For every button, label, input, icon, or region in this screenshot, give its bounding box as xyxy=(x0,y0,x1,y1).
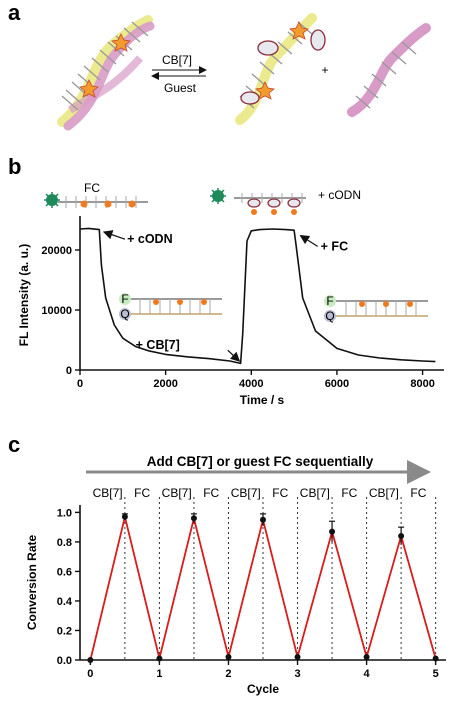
fluorescence-chart: 0 2000 4000 6000 8000 0 10000 20000 Time / s FL I… xyxy=(17,216,444,407)
y-tick-label: 0.0 xyxy=(57,655,72,667)
annotation-arrow-cb7 xyxy=(227,349,241,362)
fc-probe-icon xyxy=(44,192,148,208)
panel-label-c: c xyxy=(8,432,20,457)
cycle-step-label: CB[7] xyxy=(369,486,399,500)
cycle-step-label: CB[7] xyxy=(231,486,261,500)
x-tick-label: 6000 xyxy=(325,378,349,390)
cycle-step-label: FC xyxy=(134,486,150,500)
cycle-step-label: FC xyxy=(272,486,288,500)
annotation-arrow-codn xyxy=(102,230,126,240)
plus-sign: + xyxy=(321,63,328,77)
data-point xyxy=(294,654,301,661)
cycle-step-labels: CB[7] FC CB[7] FC CB[7] FC CB[7] FC CB[7] FC xyxy=(93,486,427,500)
conversion-chart: 0 1 2 3 4 5 0.0 0.2 0.4 0.6 0.8 1.0 Cycle Conversion … xyxy=(25,497,446,696)
codn-label: + cODN xyxy=(318,188,361,202)
f-label-1: F xyxy=(121,292,128,306)
fluorescence-trace xyxy=(79,227,436,365)
x-tick-label: 0 xyxy=(87,668,93,680)
y-tick-label: 0.4 xyxy=(57,596,73,608)
fc-codn-icon xyxy=(210,188,306,215)
cycle-step-label: FC xyxy=(410,486,426,500)
x-tick-label: 8000 xyxy=(410,378,434,390)
q-label-2: Q xyxy=(325,309,334,323)
x-axis-title: Cycle xyxy=(247,682,279,696)
cycle-step-label: CB[7] xyxy=(300,486,330,500)
duplex-fq-icon-2 xyxy=(324,295,428,322)
sequence-arrow-label: Add CB[7] or guest FC sequentially xyxy=(147,454,374,469)
data-point xyxy=(225,654,232,661)
y-tick-label: 0.8 xyxy=(57,537,72,549)
data-point xyxy=(363,654,370,661)
cycle-step-label: FC xyxy=(203,486,219,500)
data-point xyxy=(190,515,197,522)
data-point xyxy=(398,533,405,539)
x-tick-label: 3 xyxy=(294,668,300,680)
data-point xyxy=(329,528,336,535)
annotation-cb7: + CB[7] xyxy=(136,338,180,352)
x-axis-title: Time / s xyxy=(240,393,285,407)
y-tick-label: 0 xyxy=(66,365,72,377)
x-tick-label: 4000 xyxy=(239,378,263,390)
x-tick-label: 0 xyxy=(77,378,83,390)
duplex-fq-icon-1 xyxy=(119,293,222,320)
annotation-arrow-fc xyxy=(299,234,318,247)
data-point xyxy=(121,513,128,520)
y-axis-title: Conversion Rate xyxy=(25,534,39,630)
data-point xyxy=(156,655,163,662)
y-tick-label: 20000 xyxy=(41,245,72,257)
annotation-codn: + cODN xyxy=(127,232,173,246)
cycle-step-label: FC xyxy=(341,486,357,500)
x-tick-label: 5 xyxy=(433,668,439,680)
dna-strand-with-cb7 xyxy=(235,13,326,125)
x-tick-label: 2000 xyxy=(153,378,177,390)
panel-label-a: a xyxy=(8,0,21,25)
y-tick-label: 1.0 xyxy=(57,507,72,519)
panel-label-b: b xyxy=(8,154,21,179)
data-point xyxy=(432,655,439,662)
q-label-1: Q xyxy=(120,307,129,321)
annotation-fc: + FC xyxy=(321,239,348,253)
data-point xyxy=(87,657,94,663)
cycle-step-label: CB[7] xyxy=(93,486,123,500)
x-tick-label: 2 xyxy=(225,668,231,680)
data-point xyxy=(260,516,266,523)
y-tick-label: 0.6 xyxy=(57,566,72,578)
y-axis-title: FL Intensity (a. u.) xyxy=(17,244,31,346)
y-tick-label: 0.2 xyxy=(57,625,72,637)
scheme-top-label: CB[7] xyxy=(162,53,192,67)
dna-duplex-left xyxy=(57,15,155,131)
dna-complementary-strand xyxy=(347,23,431,117)
y-tick-label: 10000 xyxy=(41,305,72,317)
f-label-2: F xyxy=(326,294,333,308)
fc-label: FC xyxy=(84,181,100,195)
x-tick-label: 1 xyxy=(156,668,162,680)
x-tick-label: 4 xyxy=(364,668,371,680)
scheme-bottom-label: Guest xyxy=(164,81,197,95)
cycle-step-label: CB[7] xyxy=(162,486,192,500)
